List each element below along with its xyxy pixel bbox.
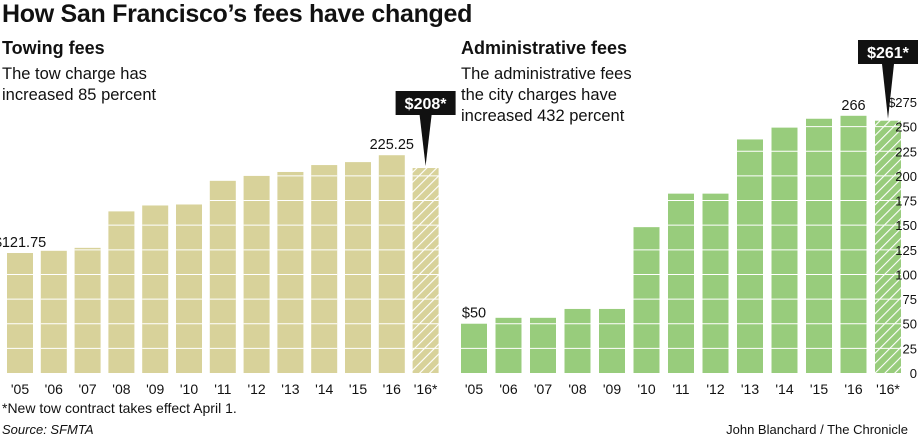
admin-y-tick-label: 125: [895, 243, 917, 258]
admin-bar-3: [564, 308, 591, 373]
admin-x-tick-label: '09: [603, 381, 621, 397]
towing-bar-2: [74, 247, 101, 373]
towing-x-tick-label: '09: [146, 381, 164, 397]
administrative-fees-chart: '05 '06 '07 '08 '09 '10 '11 '12 '13 '14 '15 '16 '16*…: [461, 40, 918, 397]
admin-y-tick-label: 100: [895, 267, 917, 282]
admin-x-tick-label: '16: [844, 381, 862, 397]
admin-callout-box: [858, 40, 918, 64]
admin-x-tick-label: '08: [568, 381, 586, 397]
admin-bar-2: [530, 317, 556, 373]
admin-y-tick-label: 25: [903, 341, 917, 356]
admin-subtitle: Administrative fees: [461, 38, 628, 58]
towing-x-tick-label: '10: [180, 381, 198, 397]
towing-x-tick-label: '16: [383, 381, 401, 397]
admin-y-tick-label: 175: [895, 194, 917, 209]
admin-y-tick-label: 0: [910, 366, 917, 381]
towing-x-tick-label: '08: [112, 381, 130, 397]
towing-bar-1: [40, 250, 67, 373]
towing-bar-6: [209, 180, 236, 373]
towing-bar-0: [7, 253, 33, 373]
admin-x-tick-label: '13: [741, 381, 759, 397]
admin-bar-12: [875, 120, 901, 373]
admin-bar-1: [495, 317, 522, 373]
admin-callout-pointer: [882, 64, 894, 119]
source-note: Source: SFMTA: [2, 422, 94, 437]
admin-data-label: 266: [841, 98, 865, 114]
admin-y-tick-label: 200: [895, 169, 917, 184]
towing-x-tick-label: '12: [247, 381, 265, 397]
admin-data-label: $50: [462, 306, 486, 322]
towing-x-tick-label: '11: [214, 381, 231, 397]
towing-x-tick-label: '13: [281, 381, 299, 397]
towing-bar-8: [277, 171, 304, 373]
towing-x-tick-label: '07: [78, 381, 96, 397]
admin-y-tick-label: 250: [895, 120, 917, 135]
towing-callout-pointer: [419, 115, 432, 167]
towing-bar-3: [108, 211, 135, 373]
towing-data-label: $121.75: [0, 235, 46, 251]
admin-x-tick-label: '06: [499, 381, 517, 397]
admin-x-tick-label: '16*: [876, 381, 900, 397]
towing-bar-11: [378, 155, 405, 373]
towing-bar-5: [176, 204, 202, 373]
admin-y-tick-label: 50: [903, 317, 917, 332]
admin-bar-7: [702, 193, 729, 373]
admin-bar-4: [599, 308, 625, 373]
admin-x-tick-label: '14: [775, 381, 793, 397]
admin-description: The administrative fees the city charges…: [461, 65, 632, 125]
admin-x-tick-label: '15: [810, 381, 828, 397]
towing-data-label: 225.25: [370, 137, 414, 153]
admin-bar-8: [737, 139, 763, 373]
admin-bar-6: [668, 193, 694, 373]
towing-bar-12: [412, 168, 439, 373]
page-title: How San Francisco’s fees have changed: [2, 0, 473, 28]
towing-x-tick-label: '15: [349, 381, 367, 397]
admin-y-tick-label: 225: [895, 144, 917, 159]
towing-x-tick-label: '16*: [414, 381, 438, 397]
towing-fees-chart: '05 '06 '07 '08 '09 '10 '11 '12 '13 '14 '15 '16 '16*…: [0, 91, 456, 397]
admin-bar-5: [633, 227, 660, 373]
towing-x-tick-label: '06: [45, 381, 63, 397]
admin-y-tick-label: 75: [903, 292, 917, 307]
footnote: *New tow contract takes effect April 1.: [2, 400, 237, 416]
admin-x-tick-label: '07: [534, 381, 552, 397]
towing-callout-label: $208*: [405, 96, 448, 113]
admin-x-tick-label: '11: [672, 381, 689, 397]
admin-callout-label: $261*: [867, 45, 910, 62]
admin-x-tick-label: '05: [465, 381, 483, 397]
admin-x-tick-label: '12: [706, 381, 724, 397]
towing-x-tick-label: '14: [315, 381, 333, 397]
towing-bar-9: [311, 165, 338, 373]
towing-bar-4: [142, 205, 169, 373]
admin-y-tick-label: $275: [888, 95, 917, 110]
admin-x-tick-label: '10: [637, 381, 655, 397]
towing-x-tick-label: '05: [11, 381, 29, 397]
towing-callout-box: [395, 91, 456, 115]
admin-bar-11: [840, 115, 867, 374]
admin-y-tick-label: 150: [895, 218, 917, 233]
towing-description: The tow charge has increased 85 percent: [2, 65, 157, 104]
admin-bar-10: [806, 118, 832, 374]
towing-subtitle: Towing fees: [2, 38, 105, 58]
credit-line: John Blanchard / The Chronicle: [726, 422, 908, 437]
towing-bar-10: [345, 162, 371, 373]
